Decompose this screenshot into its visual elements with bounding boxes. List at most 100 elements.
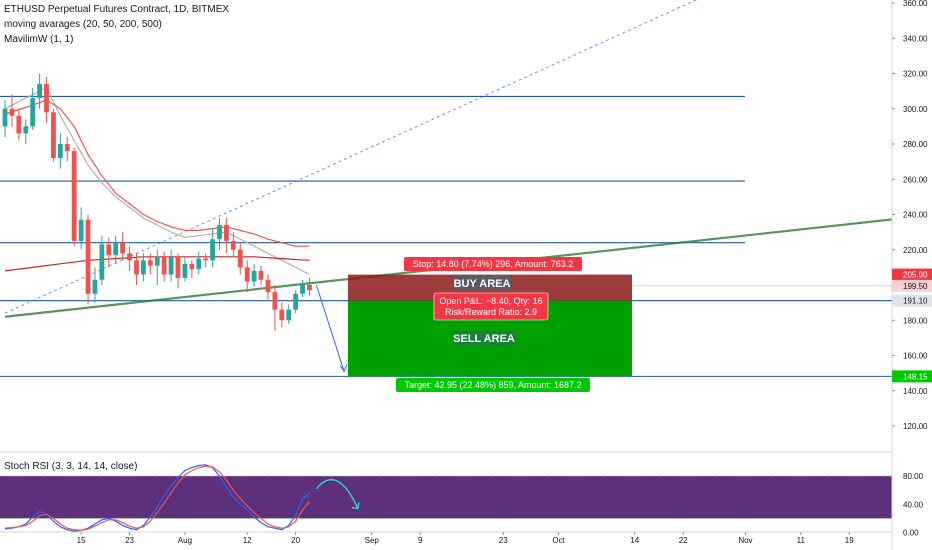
candle-body [265, 279, 271, 293]
candle-body [210, 239, 215, 261]
price-badge-label: 148.15 [903, 372, 928, 381]
risk-reward-label: Risk/Reward Ratio: 2.9 [445, 307, 537, 317]
price-tick-label: 360.00 [903, 0, 928, 8]
time-tick-label: 9 [418, 536, 423, 545]
candle-body [99, 244, 105, 280]
projection-line [315, 284, 345, 372]
candle-body [203, 258, 209, 261]
time-tick-label: 14 [630, 536, 639, 545]
candle-body [279, 309, 285, 321]
stop-label: Stop: 14.80 (7.74%) 296, Amount: 763.2 [413, 259, 574, 269]
rsi-d-line [4, 465, 310, 532]
time-tick-label: Oct [552, 536, 565, 545]
price-badges: 205.90 199.50 191.10 148.15 [892, 268, 932, 383]
candlesticks [2, 73, 312, 331]
candle-body [196, 258, 202, 270]
candle-body [37, 84, 42, 99]
projection-arrow [315, 284, 348, 373]
price-tick-label: 260.00 [903, 175, 928, 184]
legend-title[interactable]: ETHUSD Perpetual Futures Contract, 1D, B… [4, 4, 230, 15]
price-badge-label: 205.90 [903, 271, 928, 280]
candle-body [147, 260, 153, 266]
candle-body [230, 240, 236, 250]
rsi-tick-label: 0.00 [903, 528, 919, 537]
rsi-tick-label: 80.00 [903, 472, 924, 481]
buy-area-label: BUY AREA [454, 278, 511, 290]
rsi-k-line [4, 464, 310, 532]
candle-body [106, 244, 112, 256]
candle-body [293, 293, 299, 310]
candle-body [258, 270, 264, 280]
legend-stoch-rsi[interactable]: Stoch RSI (3, 3, 14, 14, close) [4, 461, 138, 472]
candle-body [175, 256, 181, 278]
price-tick-label: 280.00 [903, 140, 928, 149]
candle-body [307, 285, 312, 291]
price-tick-label: 240.00 [903, 211, 928, 220]
candle-body [16, 115, 22, 134]
time-tick-label: 12 [243, 536, 252, 545]
price-tick-label: 220.00 [903, 246, 928, 255]
projection-arrowhead [339, 364, 348, 373]
time-tick-label: 22 [679, 536, 688, 545]
stop-label-box [404, 257, 582, 271]
candle-body [71, 151, 77, 241]
rsi-arc [315, 479, 359, 509]
time-tick-label: Sep [365, 536, 380, 545]
rsi-tick-label: 40.00 [903, 500, 924, 509]
dashed-trend-line [4, 0, 698, 314]
price-tick-label: 340.00 [903, 34, 928, 43]
candle-body [30, 98, 36, 127]
price-badge [892, 268, 932, 281]
candle-body [182, 263, 188, 278]
candle-body [141, 260, 146, 275]
candle-body [224, 225, 229, 241]
position-tool[interactable]: Stop: 14.80 (7.74%) 296, Amount: 763.2 BU… [348, 257, 892, 392]
price-badge [892, 279, 932, 292]
candle-body [154, 256, 160, 266]
candle-body [120, 242, 126, 254]
candle-body [44, 84, 49, 113]
candle-body [23, 126, 29, 134]
candle-body [78, 219, 84, 241]
price-tick-label: 120.00 [903, 422, 928, 431]
buy-area-box [453, 276, 511, 290]
candle-body [217, 225, 222, 240]
target-label-box [396, 378, 590, 392]
time-tick-label: 15 [77, 536, 86, 545]
stoch-rsi-pane [0, 464, 892, 532]
candle-body [127, 253, 132, 261]
time-axis[interactable]: 15 23 Aug 12 20 Sep 9 23 Oct 14 22 Nov 11 19 [77, 532, 855, 545]
price-tick-label: 320.00 [903, 70, 928, 79]
candle-body [272, 292, 278, 310]
candle-body [237, 249, 243, 268]
sell-area-box [453, 331, 515, 345]
time-tick-label: 23 [499, 536, 508, 545]
legend-moving-averages[interactable]: moving avarages (20, 50, 200, 500) [4, 19, 162, 30]
candle-body [113, 242, 119, 256]
price-tick-label: 300.00 [903, 105, 928, 114]
sell-area-label: SELL AREA [453, 333, 515, 345]
time-tick-label: 23 [125, 536, 134, 545]
candle-body [189, 263, 195, 270]
candle-body [64, 144, 70, 152]
moving-average-line [4, 86, 310, 275]
candle-body [2, 108, 8, 127]
pnl-box [433, 292, 549, 321]
price-tick-label: 160.00 [903, 352, 928, 361]
time-tick-label: 20 [291, 536, 300, 545]
price-tick-label: 140.00 [903, 387, 928, 396]
price-badge-label: 191.10 [903, 297, 928, 306]
candle-body [85, 219, 91, 294]
candle-body [57, 144, 63, 159]
legend-mavilim[interactable]: MavilimW (1, 1) [4, 34, 74, 45]
candle-body [134, 260, 139, 275]
candle-body [244, 267, 250, 282]
candle-body [286, 309, 292, 321]
price-badge-label: 199.50 [903, 282, 928, 291]
candle-body [51, 112, 56, 159]
candle-body [9, 108, 15, 116]
rsi-band [0, 476, 892, 519]
moving-average-line [4, 99, 310, 247]
candle-body [92, 279, 98, 294]
